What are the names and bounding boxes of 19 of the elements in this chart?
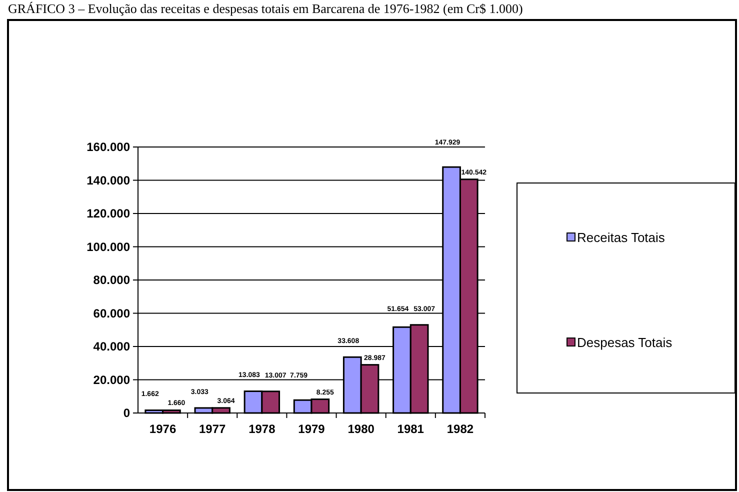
- x-tick-label: 1979: [298, 422, 326, 436]
- legend-label: Receitas Totais: [577, 230, 666, 245]
- x-tick-label: 1981: [397, 422, 424, 436]
- x-tick-label: 1982: [446, 422, 474, 436]
- y-tick-label: 140.000: [86, 173, 130, 188]
- y-tick-label: 80.000: [93, 273, 130, 287]
- x-tick-label: 1976: [149, 422, 176, 436]
- y-tick-label: 100.000: [86, 240, 130, 254]
- y-tick-label: 160.000: [86, 140, 130, 154]
- y-tick-label: 40.000: [93, 340, 130, 354]
- y-tick-label: 120.000: [86, 206, 130, 220]
- x-tick-label: 1980: [348, 422, 375, 436]
- legend-label: Despesas Totais: [577, 335, 673, 350]
- x-tick-label: 1978: [248, 422, 276, 436]
- y-tick-label: 60.000: [93, 306, 130, 320]
- chart-title: GRÁFICO 3 – Evolução das receitas e despesas totais em Barcarena de 1976-1982 (em Cr$ 1.000): [8, 1, 523, 16]
- y-tick-label: 20.000: [93, 372, 130, 387]
- x-tick-label: 1977: [199, 422, 226, 436]
- y-tick-label: 0: [123, 406, 130, 420]
